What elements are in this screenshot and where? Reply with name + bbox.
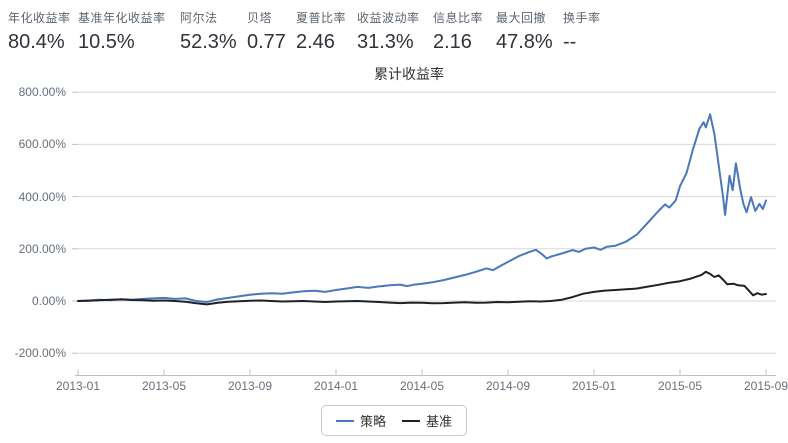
stat-sharpe: 夏普比率 2.46 <box>296 9 346 54</box>
stat-label: 贝塔 <box>247 11 273 25</box>
series-line-基准 <box>77 270 767 306</box>
strategy-line-icon <box>335 419 354 422</box>
stat-label: 换手率 <box>563 11 601 25</box>
x-axis-label: 2015-05 <box>657 379 703 393</box>
legend-box: 策略 基准 <box>320 405 468 436</box>
stat-annualized-return: 年化收益率 80.4% <box>8 9 71 54</box>
stat-value: 80.4% <box>8 31 65 53</box>
stat-value: 10.5% <box>78 31 135 53</box>
y-axis-label: 200.00% <box>18 241 66 256</box>
x-axis-label: 2014-09 <box>485 379 531 393</box>
x-axis-label: 2013-01 <box>55 379 101 393</box>
legend-label: 策略 <box>359 414 386 429</box>
stat-alpha: 阿尔法 52.3% <box>180 9 237 54</box>
stat-value: 52.3% <box>180 31 237 53</box>
stat-value: 47.8% <box>496 31 553 53</box>
stat-value: 2.16 <box>433 31 472 53</box>
stat-label: 夏普比率 <box>296 11 347 25</box>
legend-item-strategy[interactable]: 策略 <box>335 411 386 430</box>
stat-value: -- <box>563 31 577 53</box>
y-axis-label: 400.00% <box>18 189 66 204</box>
x-axis-label: 2014-01 <box>313 379 359 393</box>
stat-benchmark-annualized-return: 基准年化收益率 10.5% <box>78 9 166 54</box>
series-line-策略 <box>77 113 767 303</box>
header-stats: 年化收益率 80.4% 基准年化收益率 10.5% 阿尔法 52.3% 贝塔 0… <box>0 0 788 56</box>
legend-label: 基准 <box>426 414 453 429</box>
x-axis-label: 2013-05 <box>141 379 187 393</box>
chart-title: 累计收益率 <box>374 66 444 82</box>
legend-item-benchmark[interactable]: 基准 <box>402 411 452 430</box>
x-axis-label: 2015-09 <box>743 379 788 393</box>
stat-turnover: 换手率 -- <box>563 9 601 54</box>
stat-label: 年化收益率 <box>8 11 71 25</box>
stat-information-ratio: 信息比率 2.16 <box>433 9 483 54</box>
x-axis-label: 2015-01 <box>571 379 617 393</box>
stat-label: 收益波动率 <box>357 11 420 25</box>
stat-value: 2.46 <box>296 31 335 53</box>
stat-label: 最大回撤 <box>496 11 547 25</box>
stat-label: 阿尔法 <box>180 11 218 25</box>
stat-label: 基准年化收益率 <box>78 11 166 25</box>
y-axis-label: -200.00% <box>14 346 66 361</box>
benchmark-line-icon <box>402 419 420 422</box>
y-axis-label: 800.00% <box>18 85 66 100</box>
stat-label: 信息比率 <box>433 11 484 25</box>
stat-max-drawdown: 最大回撤 47.8% <box>496 9 553 54</box>
x-axis-label: 2014-05 <box>399 379 445 393</box>
chart-legend: 策略 基准 <box>0 405 788 436</box>
y-axis-label: 600.00% <box>18 137 66 152</box>
x-axis-label: 2013-09 <box>227 379 273 393</box>
stat-value: 31.3% <box>357 31 414 53</box>
stat-beta: 贝塔 0.77 <box>247 9 286 54</box>
stat-value: 0.77 <box>247 31 286 53</box>
y-axis-label: 0.00% <box>31 294 66 308</box>
stat-volatility: 收益波动率 31.3% <box>357 9 420 54</box>
